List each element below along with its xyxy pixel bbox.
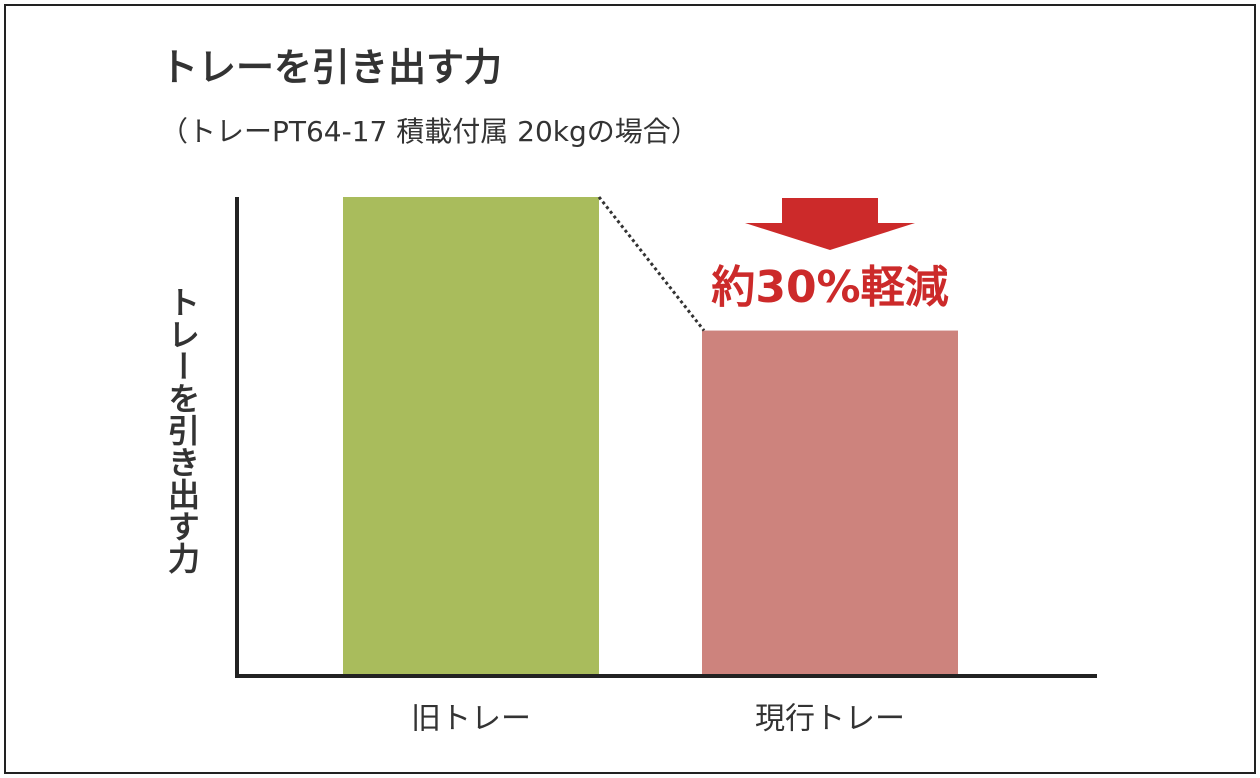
x-tick-label: 現行トレー <box>755 702 905 737</box>
reduction-arrow <box>745 198 915 250</box>
frame <box>4 4 1256 774</box>
bar <box>702 330 958 674</box>
annotation: 約30%軽減 <box>711 262 948 313</box>
x-tick-label: 旧トレー <box>411 702 531 737</box>
bar <box>343 197 599 674</box>
connector <box>597 196 706 332</box>
chart-subtitle: （トレーPT64-17 積載付属 20kgの場合） <box>160 115 699 148</box>
y-axis-label: トレーを引き出す力 <box>163 286 201 575</box>
chart-title: トレーを引き出す力 <box>160 46 502 90</box>
